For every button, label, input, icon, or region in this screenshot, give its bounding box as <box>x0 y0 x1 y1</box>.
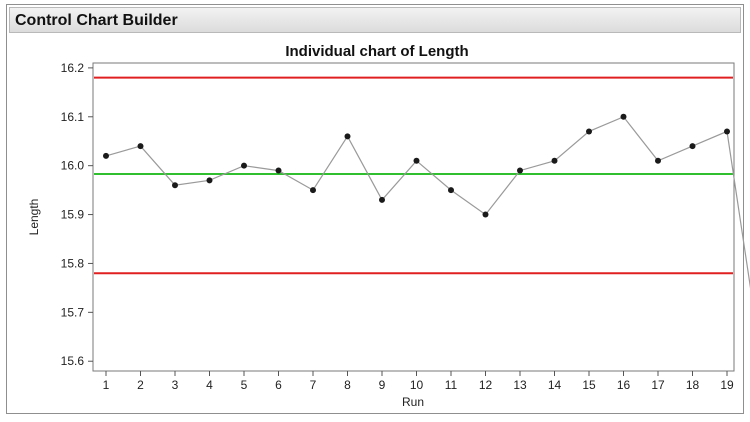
data-point <box>103 152 109 159</box>
x-tick-label: 17 <box>651 378 665 392</box>
y-tick-label: 15.9 <box>61 208 85 222</box>
y-tick-label: 15.7 <box>61 305 85 319</box>
data-point <box>689 143 696 150</box>
x-tick-label: 14 <box>548 378 562 392</box>
data-point <box>310 187 316 194</box>
plot-frame <box>92 62 735 372</box>
x-tick-label: 2 <box>137 378 144 392</box>
data-point <box>448 187 454 194</box>
y-tick-label: 16.2 <box>61 61 85 75</box>
data-point <box>137 143 144 150</box>
data-point <box>551 157 558 164</box>
data-point <box>413 157 420 164</box>
panel-header: Control Chart Builder <box>9 7 741 33</box>
data-point <box>344 133 351 140</box>
data-point <box>275 167 282 174</box>
panel-title: Control Chart Builder <box>15 12 178 29</box>
x-tick-label: 9 <box>379 378 386 392</box>
data-point <box>517 167 523 174</box>
y-tick-label: 16.0 <box>61 159 85 173</box>
y-tick-label: 16.1 <box>61 110 85 124</box>
x-tick-label: 6 <box>275 378 282 392</box>
x-tick-label: 3 <box>172 378 179 392</box>
chart-title: Individual chart of Length <box>285 43 468 60</box>
data-point <box>724 128 730 135</box>
y-tick-label: 15.6 <box>61 354 85 368</box>
control-chart-panel: Control Chart Builder <box>6 4 744 414</box>
y-axis-label: Length <box>27 199 41 236</box>
data-point <box>586 128 592 135</box>
x-tick-label: 10 <box>410 378 424 392</box>
data-point <box>206 177 213 184</box>
x-tick-label: 19 <box>720 378 734 392</box>
data-point <box>482 211 489 218</box>
data-point <box>241 162 247 169</box>
x-tick-label: 5 <box>241 378 248 392</box>
y-tick-label: 15.8 <box>61 256 85 270</box>
x-tick-label: 8 <box>344 378 351 392</box>
x-tick-label: 13 <box>513 378 527 392</box>
x-tick-label: 11 <box>445 378 458 392</box>
x-tick-label: 15 <box>582 378 596 392</box>
x-axis-label: Run <box>402 395 424 409</box>
data-point <box>172 182 178 189</box>
x-tick-label: 7 <box>310 378 317 392</box>
series-line <box>105 116 750 289</box>
x-tick-label: 16 <box>617 378 631 392</box>
x-tick-label: 12 <box>479 378 493 392</box>
x-tick-label: 4 <box>206 378 213 392</box>
x-tick-label: 18 <box>686 378 700 392</box>
data-point <box>655 157 661 164</box>
x-tick-label: 1 <box>103 378 110 392</box>
data-point <box>620 113 627 120</box>
data-point <box>379 196 385 203</box>
